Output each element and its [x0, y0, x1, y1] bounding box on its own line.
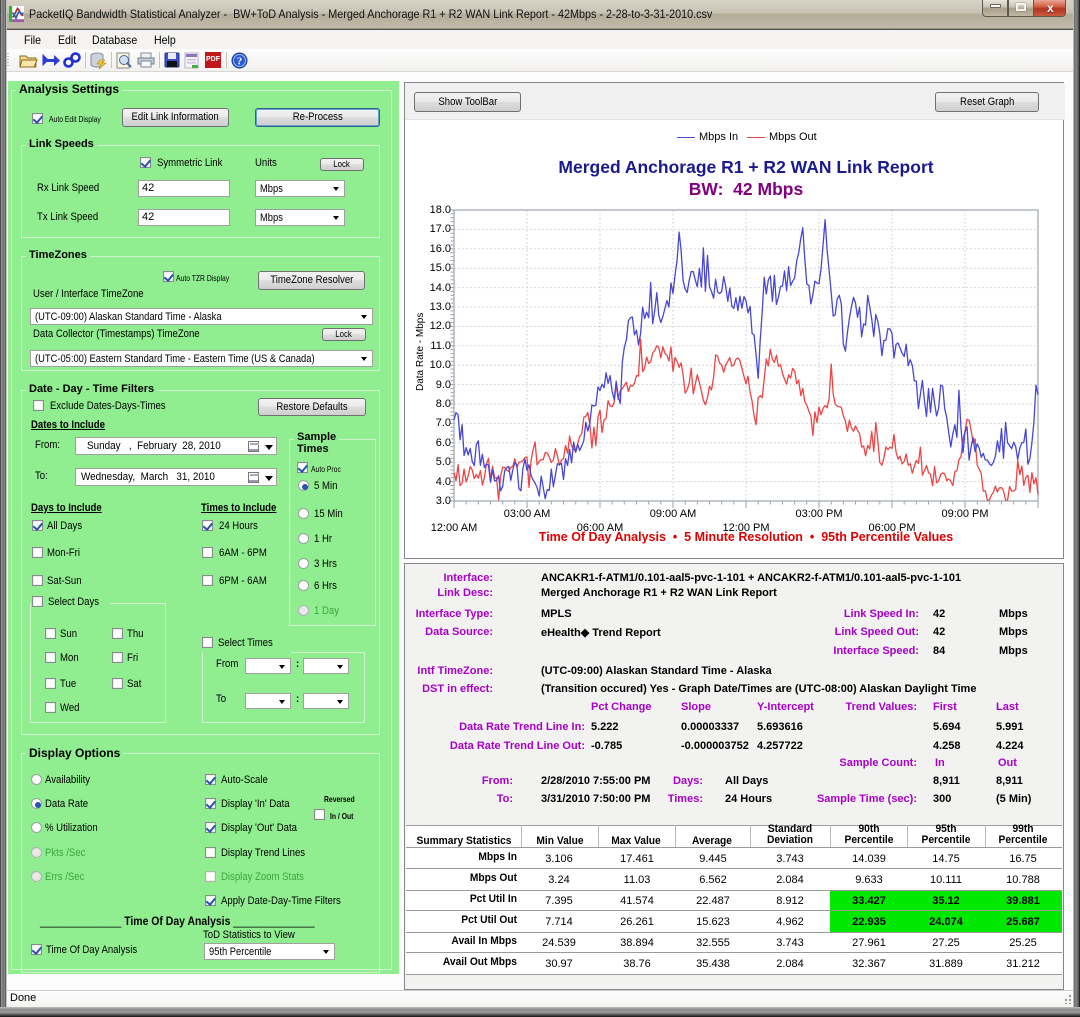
svg-text:?: ? [237, 56, 243, 68]
